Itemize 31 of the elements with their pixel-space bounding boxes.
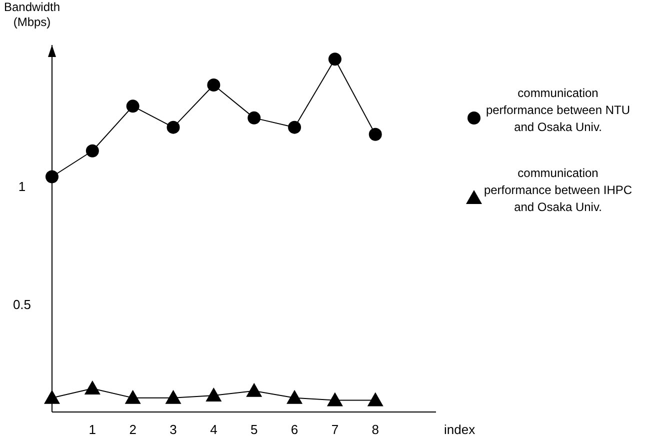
point bbox=[166, 120, 180, 134]
x-tick-label: 7 bbox=[331, 422, 339, 437]
x-tick-label: 1 bbox=[88, 422, 96, 437]
x-tick-label: 4 bbox=[210, 422, 218, 437]
y-tick-label: 0.5 bbox=[12, 296, 32, 312]
x-tick-label: 5 bbox=[250, 422, 258, 437]
point bbox=[368, 128, 382, 141]
point bbox=[44, 390, 60, 404]
point bbox=[86, 144, 99, 158]
point bbox=[367, 392, 384, 406]
point bbox=[207, 78, 220, 92]
point bbox=[165, 390, 182, 404]
point bbox=[124, 390, 141, 404]
x-tick-label: 2 bbox=[129, 422, 136, 437]
text: communication performance between NTU and Osaka Univ. bbox=[486, 86, 630, 134]
x-axis-title: index bbox=[444, 422, 476, 437]
point bbox=[206, 388, 222, 402]
point bbox=[46, 170, 58, 184]
point bbox=[326, 392, 343, 406]
text: communication performance between IHPC and Osaka Univ. bbox=[484, 166, 632, 214]
point bbox=[84, 380, 100, 394]
point bbox=[246, 382, 262, 397]
y-axis-title: Bandwidth (Mbps) bbox=[4, 0, 60, 29]
point bbox=[126, 100, 140, 113]
x-tick-label: 8 bbox=[372, 422, 379, 437]
point bbox=[248, 111, 261, 124]
x-tick-label: 3 bbox=[170, 422, 177, 437]
point bbox=[288, 120, 302, 134]
point bbox=[328, 52, 342, 66]
x-tick-label: 6 bbox=[290, 422, 298, 437]
point bbox=[286, 390, 303, 404]
